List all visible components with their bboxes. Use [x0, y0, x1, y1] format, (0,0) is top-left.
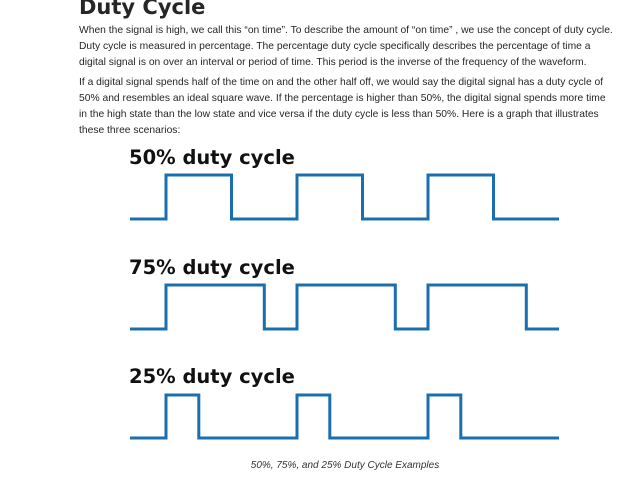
figure-caption: 50%, 75%, and 25% Duty Cycle Examples — [250, 460, 440, 471]
explanation-paragraph: If a digital signal spends half of the t… — [79, 77, 606, 136]
square-wave-50 — [130, 173, 559, 221]
waveform-label-75: 75% duty cycle — [129, 256, 295, 279]
waveform-label-50: 50% duty cycle — [129, 146, 295, 169]
intro-paragraph: When the signal is high, we call this “o… — [79, 25, 613, 68]
square-wave-75 — [130, 283, 559, 331]
page-title: Duty Cycle — [79, 0, 206, 19]
waveform-label-25: 25% duty cycle — [129, 365, 295, 388]
square-wave-25 — [130, 393, 559, 440]
